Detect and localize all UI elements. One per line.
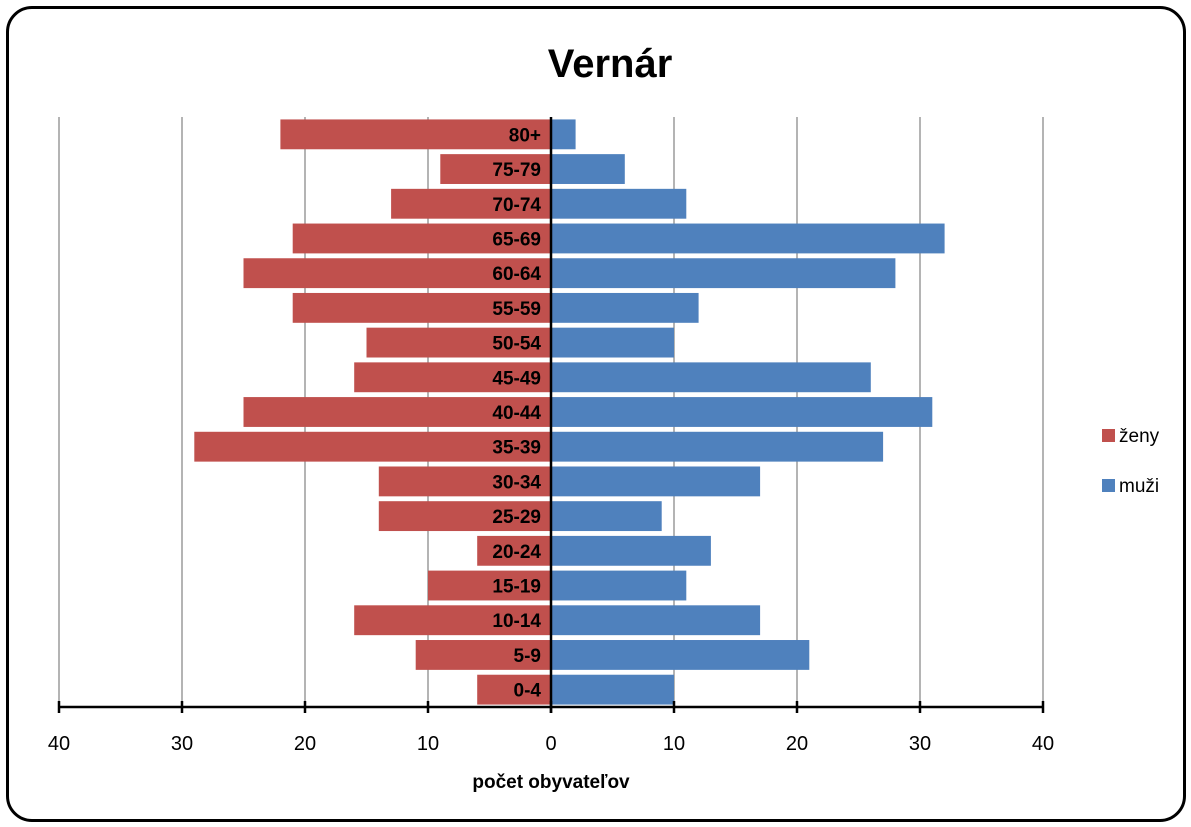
category-label: 50-54 [492, 334, 541, 355]
bar-zeny-25-29 [378, 501, 551, 532]
category-label: 10-14 [492, 611, 541, 632]
bar-muzi-0-4 [551, 674, 674, 705]
bar-muzi-65-69 [551, 223, 945, 254]
category-label: 15-19 [492, 577, 541, 598]
category-label: 60-64 [492, 264, 541, 285]
category-label: 45-49 [492, 368, 541, 389]
bar-zeny-60-64 [243, 258, 551, 289]
legend-label: ženy [1119, 426, 1160, 447]
x-tick-label: 20 [294, 733, 316, 755]
bar-muzi-80+ [551, 119, 576, 150]
bar-zeny-5-9 [415, 640, 551, 670]
category-label: 65-69 [492, 229, 541, 250]
bar-muzi-50-54 [551, 327, 674, 358]
bar-muzi-75-79 [551, 154, 625, 184]
bar-muzi-70-74 [551, 188, 687, 219]
category-label: 70-74 [492, 195, 541, 216]
bars [194, 119, 945, 705]
category-label: 5-9 [514, 646, 541, 667]
bar-muzi-45-49 [551, 362, 871, 393]
x-tick-label: 10 [417, 733, 439, 755]
chart-title: Vernár [548, 42, 673, 86]
category-label: 30-34 [492, 472, 541, 493]
bar-zeny-55-59 [292, 292, 551, 323]
bar-muzi-25-29 [551, 501, 662, 532]
category-label: 80+ [509, 125, 541, 146]
bar-zeny-45-49 [354, 362, 551, 393]
category-label: 75-79 [492, 160, 541, 181]
bar-muzi-5-9 [551, 640, 810, 670]
x-tick-label: 10 [663, 733, 685, 755]
category-label: 0-4 [514, 681, 542, 702]
legend: ženy muži [1102, 426, 1160, 497]
category-label: 55-59 [492, 299, 541, 320]
bar-muzi-55-59 [551, 292, 699, 323]
x-axis: 40 30 20 10 0 10 20 30 40 [48, 117, 1054, 755]
category-labels: 0-4 5-9 10-14 15-19 20-24 25-29 30-34 35-39 40-4… [492, 125, 541, 701]
x-tick-label: 40 [1032, 733, 1054, 755]
x-tick-label: 30 [909, 733, 931, 755]
bar-muzi-15-19 [551, 570, 687, 601]
bar-zeny-75-79 [440, 154, 551, 184]
category-label: 40-44 [492, 403, 541, 424]
bar-zeny-40-44 [243, 397, 551, 427]
legend-label: muži [1119, 476, 1159, 497]
category-label: 25-29 [492, 507, 541, 528]
bar-muzi-40-44 [551, 397, 933, 427]
category-label: 35-39 [492, 438, 541, 459]
bar-muzi-60-64 [551, 258, 896, 289]
bar-zeny-20-24 [477, 535, 551, 566]
bar-zeny-30-34 [378, 466, 551, 497]
x-tick-label: 30 [171, 733, 193, 755]
bar-muzi-35-39 [551, 431, 884, 462]
legend-swatch [1102, 479, 1115, 492]
category-label: 20-24 [492, 542, 541, 563]
x-axis-title: počet obyvateľov [472, 772, 630, 793]
bar-zeny-65-69 [292, 223, 551, 254]
bar-zeny-80+ [280, 119, 551, 150]
bar-zeny-0-4 [477, 674, 551, 705]
bar-muzi-30-34 [551, 466, 761, 497]
x-tick-label: 0 [545, 733, 556, 755]
legend-swatch [1102, 429, 1115, 442]
x-tick-label: 40 [48, 733, 70, 755]
bar-zeny-15-19 [428, 570, 551, 601]
bar-zeny-70-74 [391, 188, 551, 219]
bar-muzi-20-24 [551, 535, 711, 566]
bar-zeny-10-14 [354, 605, 551, 636]
bar-muzi-10-14 [551, 605, 761, 636]
bar-zeny-35-39 [194, 431, 552, 462]
bar-zeny-50-54 [366, 327, 551, 358]
x-tick-label: 20 [786, 733, 808, 755]
